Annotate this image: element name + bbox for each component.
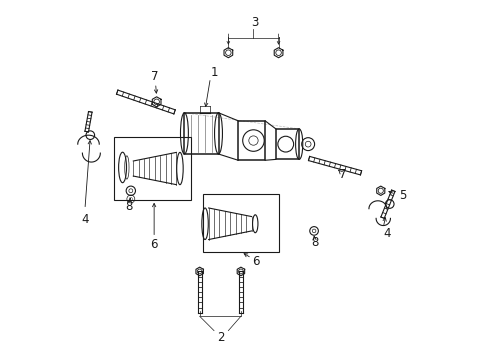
Text: 4: 4 — [81, 213, 88, 226]
Text: 8: 8 — [125, 201, 132, 213]
Text: 2: 2 — [217, 331, 224, 344]
Text: 7: 7 — [338, 168, 346, 181]
Text: 3: 3 — [251, 16, 259, 29]
Text: 8: 8 — [311, 236, 318, 249]
Text: 7: 7 — [151, 69, 158, 82]
Bar — [203, 194, 278, 252]
Bar — [184, 113, 218, 154]
Text: 6: 6 — [252, 255, 259, 268]
Text: 4: 4 — [382, 227, 390, 240]
Text: 1: 1 — [210, 66, 217, 79]
Bar — [238, 121, 264, 160]
Bar — [275, 129, 299, 159]
Bar — [113, 137, 190, 200]
Text: 5: 5 — [399, 189, 406, 202]
Text: 6: 6 — [150, 238, 158, 251]
